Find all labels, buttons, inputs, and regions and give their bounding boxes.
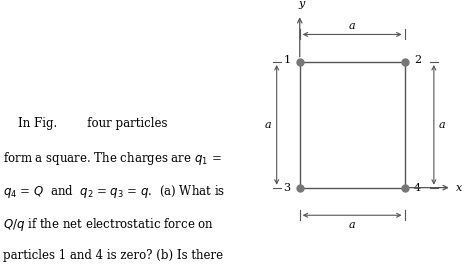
Text: $Q/q$ if the net electrostatic force on: $Q/q$ if the net electrostatic force on bbox=[3, 216, 214, 233]
Text: a: a bbox=[439, 120, 446, 130]
Text: a: a bbox=[265, 120, 272, 130]
Text: y: y bbox=[299, 0, 305, 9]
Text: 4: 4 bbox=[414, 183, 421, 193]
Text: x: x bbox=[456, 183, 462, 193]
Text: form a square. The charges are $q_1$ =: form a square. The charges are $q_1$ = bbox=[3, 150, 221, 167]
Text: particles 1 and 4 is zero? (b) Is there: particles 1 and 4 is zero? (b) Is there bbox=[3, 249, 223, 262]
Text: In Fig.        four particles: In Fig. four particles bbox=[3, 117, 167, 130]
Text: 3: 3 bbox=[283, 183, 290, 193]
Text: a: a bbox=[349, 21, 356, 31]
Text: a: a bbox=[349, 220, 356, 230]
Text: 2: 2 bbox=[414, 55, 421, 64]
Text: 1: 1 bbox=[283, 55, 290, 64]
Text: $q_4$ = $Q$  and  $q_2$ = $q_3$ = $q$.  (a) What is: $q_4$ = $Q$ and $q_2$ = $q_3$ = $q$. (a)… bbox=[3, 183, 225, 200]
